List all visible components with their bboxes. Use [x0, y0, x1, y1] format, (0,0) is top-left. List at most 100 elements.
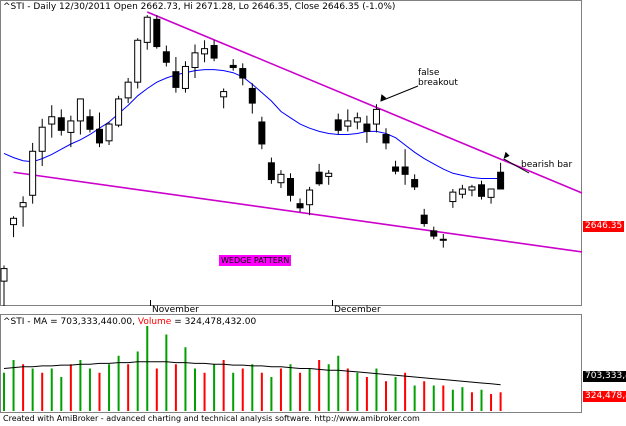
price-header: ^STI - Daily 12/30/2011 Open 2662.73, Hi…	[3, 2, 396, 12]
candle-body-down	[258, 121, 266, 145]
candle	[277, 170, 285, 188]
candle-body-down	[96, 128, 103, 144]
candle	[191, 44, 199, 78]
candle-body-down	[382, 134, 390, 144]
candle	[439, 234, 447, 248]
volume-bar-up	[213, 364, 216, 411]
candle	[67, 115, 75, 148]
candle-body-down	[439, 238, 447, 241]
candle	[267, 157, 275, 184]
candle	[134, 38, 142, 89]
candle-body-up	[306, 189, 314, 206]
candle	[38, 118, 46, 166]
volume-bar-down	[299, 372, 302, 411]
candle-body-down	[420, 214, 428, 225]
trendline-upper	[146, 11, 582, 194]
candle-body-up	[48, 116, 56, 125]
volume-bar-up	[337, 355, 340, 411]
volume-ma-line	[3, 361, 501, 386]
candle	[210, 40, 218, 62]
volume-bar-down	[241, 368, 244, 411]
candle	[449, 188, 457, 208]
volume-bar-down	[442, 385, 445, 411]
volume-bar-up	[394, 377, 397, 411]
candle-body-down	[287, 178, 294, 196]
candle-body-down	[411, 179, 419, 188]
candle	[315, 163, 323, 186]
volume-bar-up	[289, 364, 292, 411]
candle	[411, 174, 419, 191]
false-breakout-arrow	[380, 85, 419, 102]
candle	[382, 128, 390, 150]
candle	[162, 45, 170, 67]
volume-bar-up	[79, 360, 82, 411]
volume-bar-up	[88, 368, 91, 411]
candle	[220, 88, 228, 109]
volume-bar-up	[251, 364, 254, 411]
false-breakout-arrowhead	[380, 94, 387, 102]
volume-bar-up	[165, 334, 168, 411]
candle-body-down	[248, 87, 256, 104]
candle-body-up	[277, 173, 285, 184]
volume-bar-up	[117, 355, 120, 411]
wedge-pattern-label: WEDGE PATTERN	[219, 255, 292, 266]
candle-body-up	[124, 81, 132, 99]
candle-body-up	[38, 126, 46, 152]
candle	[392, 160, 400, 175]
volume-bar-down	[69, 364, 72, 411]
volume-bar-up	[3, 372, 5, 411]
volume-bar-up	[461, 387, 464, 411]
footer-credit: Created with AmiBroker - advanced charti…	[3, 414, 420, 423]
candle-body-down	[210, 45, 218, 59]
candle	[497, 162, 505, 190]
candle-body-down	[172, 71, 180, 88]
candle-body-up	[19, 202, 27, 208]
candle	[478, 180, 485, 200]
candle	[201, 40, 209, 63]
candle-body-up	[29, 150, 37, 196]
candle	[372, 104, 380, 133]
volume-bar-up	[60, 377, 63, 411]
volume-bar-down	[203, 372, 206, 411]
candle-body-down	[57, 117, 65, 131]
candle-body-up	[181, 65, 189, 89]
candle	[124, 77, 132, 104]
candle-body-down	[401, 166, 409, 175]
trendline-lower	[13, 171, 582, 253]
candle-body-up	[115, 98, 123, 126]
ma-volume-tag: 703,333,440	[583, 371, 626, 382]
volume-bar-down	[279, 368, 282, 411]
volume-bar-up	[413, 385, 416, 411]
volume-bar-down	[365, 377, 368, 411]
candle	[57, 109, 65, 136]
candle-body-up	[0, 268, 8, 282]
candle-body-up	[325, 172, 333, 177]
volume-bar-up	[50, 368, 53, 411]
volume-bar-up	[480, 389, 483, 411]
candle	[86, 109, 94, 133]
candle	[430, 226, 438, 240]
candle-body-down	[315, 171, 323, 185]
candle-body-up	[201, 48, 209, 55]
bearish-bar-arrowhead	[503, 151, 510, 159]
candle-body-down	[497, 171, 505, 190]
volume-bar-up	[184, 347, 187, 411]
candle-body-down	[334, 119, 342, 131]
volume-bar-down	[385, 381, 387, 411]
volume-bar-down	[470, 392, 473, 411]
volume-bar-down	[490, 394, 493, 411]
last-price-tag: 2646.35	[583, 221, 625, 232]
candle-body-up	[468, 186, 476, 191]
volume-bar-down	[41, 372, 44, 411]
candle	[19, 196, 27, 227]
candle	[0, 265, 8, 306]
bearish-bar-label: bearish bar	[521, 160, 573, 170]
candle	[420, 208, 428, 227]
candle	[239, 63, 247, 86]
volume-header-prefix: ^STI - MA = 703,333,440.00,	[3, 317, 135, 327]
volume-bar-up	[194, 368, 196, 411]
bearish-bar-arrow	[503, 158, 530, 174]
candle-body-down	[392, 166, 400, 172]
false-breakout-line2: breakout	[418, 78, 458, 88]
